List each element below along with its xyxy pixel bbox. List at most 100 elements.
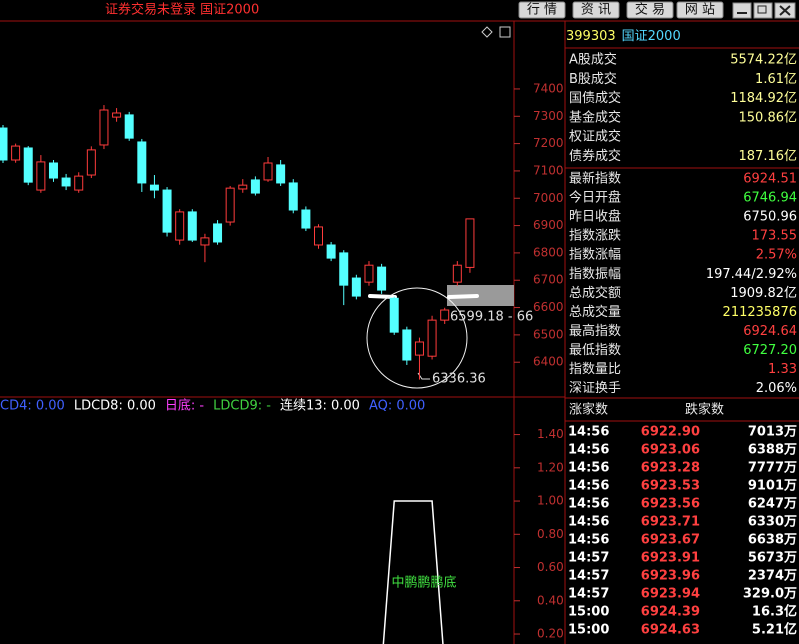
quote-value: 5574.22亿 xyxy=(730,53,797,68)
candle-body xyxy=(351,277,361,297)
candle-body xyxy=(86,149,96,176)
candle-body xyxy=(440,309,450,321)
candle-body xyxy=(225,187,235,223)
quote-label: 最新指数 xyxy=(569,171,621,187)
indicator-legend: LDCD9: - xyxy=(213,399,271,414)
candle-body xyxy=(414,341,424,356)
candle-body xyxy=(377,266,387,291)
trade-time: 14:57 xyxy=(568,551,609,566)
quote-value: 6924.64 xyxy=(743,324,797,339)
minimize[interactable] xyxy=(732,2,752,19)
trade-time: 14:56 xyxy=(568,515,609,530)
nav-button-label[interactable]: 网 站 xyxy=(685,3,715,18)
chart-icons[interactable] xyxy=(481,26,511,38)
trade-time: 14:56 xyxy=(568,497,609,512)
trade-price: 6923.28 xyxy=(641,461,700,476)
trade-price: 6923.71 xyxy=(641,515,700,530)
candle-body xyxy=(0,127,8,161)
restore[interactable] xyxy=(753,2,773,19)
trade-volume: 6388万 xyxy=(748,443,797,458)
candle-body xyxy=(465,218,475,268)
quote-value: 150.86亿 xyxy=(739,110,798,125)
nav-button[interactable] xyxy=(676,1,724,19)
trade-price: 6923.94 xyxy=(641,587,700,602)
candle-body xyxy=(23,147,33,183)
candle-body xyxy=(452,264,462,283)
candle-body xyxy=(99,109,109,146)
trade-time: 14:56 xyxy=(568,461,609,476)
y-tick-label: 7300 xyxy=(533,109,564,123)
trade-volume: 9101万 xyxy=(748,479,797,494)
quote-label: 最低指数 xyxy=(569,343,621,358)
indicator-annotation: 中鹏鹏鹏底 xyxy=(391,575,456,591)
candle-body xyxy=(326,244,336,259)
y-tick-label: 7100 xyxy=(533,163,564,177)
trade-volume: 5673万 xyxy=(748,551,797,566)
quote-label: 总成交额 xyxy=(569,285,621,301)
trade-price: 6923.06 xyxy=(641,443,700,458)
trade-price: 6923.67 xyxy=(641,533,700,548)
quote-label: 指数涨幅 xyxy=(569,248,621,263)
trade-price: 6923.56 xyxy=(641,497,700,512)
y-tick-label: 7200 xyxy=(533,136,564,150)
quote-value: 1.61亿 xyxy=(755,72,797,87)
y-tick-label: 1.00 xyxy=(537,494,564,508)
candle-body xyxy=(11,145,21,161)
y-tick-label: 0.20 xyxy=(537,627,564,641)
trade-time: 14:56 xyxy=(568,533,609,548)
trade-volume: 329.0万 xyxy=(743,587,797,602)
nav-button-label[interactable]: 资 讯 xyxy=(581,3,611,18)
trade-volume: 16.3亿 xyxy=(752,604,797,620)
y-tick-label: 0.60 xyxy=(537,560,564,574)
candle-body xyxy=(200,237,210,246)
candle-body xyxy=(124,114,134,139)
candle-body xyxy=(250,179,260,194)
candle-body xyxy=(238,184,248,190)
candle-body xyxy=(427,319,437,357)
price-annotation: 6599.18 - 66 xyxy=(450,310,533,325)
quote-label: 指数涨跌 xyxy=(569,228,621,244)
candle-body xyxy=(301,209,311,229)
trade-time: 14:56 xyxy=(568,479,609,494)
quote-value: 2.57% xyxy=(756,248,797,263)
quote-value: 2.06% xyxy=(756,381,797,396)
trade-volume: 2374万 xyxy=(748,569,797,584)
y-tick-label: 1.20 xyxy=(537,460,564,474)
candle-body xyxy=(175,211,185,241)
indicator-legend: AQ: 0.00 xyxy=(369,399,425,414)
trade-time: 14:57 xyxy=(568,587,609,602)
y-tick-label: 0.80 xyxy=(537,527,564,541)
quote-label: 权证成交 xyxy=(569,129,621,145)
candle-body xyxy=(276,164,286,184)
drawn-circle xyxy=(366,287,468,389)
low-label: 6336.36 xyxy=(432,372,486,387)
quote-label: 深证换手 xyxy=(569,381,621,396)
nav-button[interactable] xyxy=(572,1,620,19)
trade-volume: 7777万 xyxy=(748,461,797,476)
trades-header: 跌家数 xyxy=(685,402,724,418)
y-tick-label: 6700 xyxy=(533,273,564,287)
quote-value: 211235876 xyxy=(723,305,797,320)
nav-button-label[interactable]: 交 易 xyxy=(635,2,665,18)
nav-button[interactable] xyxy=(518,1,566,19)
trade-price: 6924.39 xyxy=(641,605,700,620)
quote-label: 今日开盘 xyxy=(569,190,621,206)
indicator-line xyxy=(382,500,444,644)
candle-body xyxy=(137,141,147,184)
indicator-legend: LDCD8: 0.00 xyxy=(74,399,156,414)
trades-header: 涨家数 xyxy=(569,402,608,418)
window-controls[interactable] xyxy=(732,2,796,19)
price-marker-box xyxy=(447,285,514,306)
nav-button-label[interactable]: 行 情 xyxy=(527,3,557,18)
quote-value: 1184.92亿 xyxy=(730,91,797,106)
y-tick-label: 0.40 xyxy=(537,593,564,607)
nav-button[interactable] xyxy=(626,1,674,19)
candle-body xyxy=(364,264,374,283)
trade-time: 14:56 xyxy=(568,443,609,458)
drawn-marker xyxy=(447,294,479,299)
y-tick-label: 6800 xyxy=(533,245,564,259)
quote-value: 187.16亿 xyxy=(739,149,798,164)
candle-body xyxy=(36,161,46,191)
candle-body xyxy=(213,223,223,243)
